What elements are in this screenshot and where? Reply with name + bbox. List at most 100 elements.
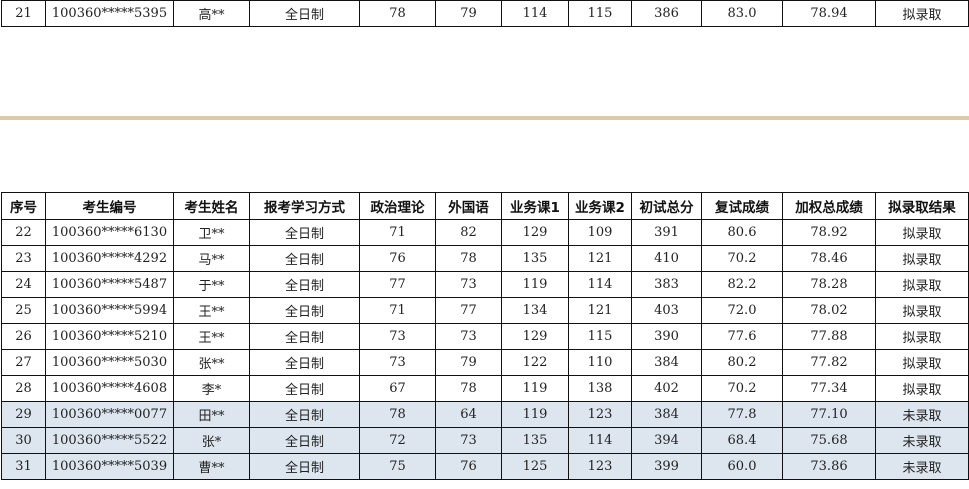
table-cell: 卫** xyxy=(173,219,250,246)
table-cell: 于** xyxy=(173,271,250,298)
table-cell: 110 xyxy=(568,349,632,376)
table-cell: 23 xyxy=(1,245,46,272)
table-cell: 全日制 xyxy=(249,453,360,480)
table-cell: 383 xyxy=(631,271,702,298)
table-cell: 全日制 xyxy=(249,271,360,298)
table-cell: 60.0 xyxy=(701,453,783,480)
table-cell: 119 xyxy=(501,271,569,298)
table-cell: 121 xyxy=(568,297,632,324)
table-cell: 71 xyxy=(359,297,436,324)
table-cell: 24 xyxy=(1,271,46,298)
table-row: 30 100360*****5522 张* 全日制 72 73 135 114 394 68.4 7… xyxy=(1,427,969,454)
table-cell: 拟录取 xyxy=(875,297,969,324)
table-cell: 73 xyxy=(435,427,502,454)
top-table-fragment: 21 100360*****5395 高** 全日制 78 79 114 115… xyxy=(1,0,969,27)
column-header: 初试总分 xyxy=(631,192,702,220)
table-cell: 马** xyxy=(173,245,250,272)
results-table: 序号 考生编号 考生姓名 报考学习方式 政治理论 外国语 业务课1 业务课2 初试总分 复试成绩加… xyxy=(1,192,969,480)
table-cell: 138 xyxy=(568,375,632,402)
cell-id: 100360*****5395 xyxy=(45,0,174,27)
table-cell: 125 xyxy=(501,453,569,480)
table-cell: 70.2 xyxy=(701,375,783,402)
column-header: 加权总成绩 xyxy=(782,192,876,220)
table-cell: 77.82 xyxy=(782,349,876,376)
table-cell: 拟录取 xyxy=(875,271,969,298)
table-cell: 100360*****5487 xyxy=(45,271,174,298)
table-cell: 70.2 xyxy=(701,245,783,272)
table-row: 23 100360*****4292 马** 全日制 76 78 135 121 410 70.2… xyxy=(1,245,969,272)
table-cell: 全日制 xyxy=(249,219,360,246)
table-cell: 拟录取 xyxy=(875,245,969,272)
table-row: 28 100360*****4608 李* 全日制 67 78 119 138 402 70.2 7… xyxy=(1,375,969,402)
table-cell: 64 xyxy=(435,401,502,428)
table-cell: 李* xyxy=(173,375,250,402)
table-cell: 134 xyxy=(501,297,569,324)
table-cell: 122 xyxy=(501,349,569,376)
table-cell: 76 xyxy=(359,245,436,272)
table-row: 25 100360*****5994 王** 全日制 71 77 134 121 403 72.0… xyxy=(1,297,969,324)
table-cell: 72 xyxy=(359,427,436,454)
table-cell: 123 xyxy=(568,453,632,480)
table-cell: 402 xyxy=(631,375,702,402)
table-cell: 78 xyxy=(435,375,502,402)
table-cell: 22 xyxy=(1,219,46,246)
table-cell: 29 xyxy=(1,401,46,428)
table-cell: 73 xyxy=(359,323,436,350)
table-cell: 77 xyxy=(435,297,502,324)
cell-initial-total: 386 xyxy=(631,0,702,27)
table-cell: 78.02 xyxy=(782,297,876,324)
table-cell: 68.4 xyxy=(701,427,783,454)
column-header: 复试成绩 xyxy=(701,192,783,220)
table-cell: 72.0 xyxy=(701,297,783,324)
table-cell: 123 xyxy=(568,401,632,428)
table-cell: 135 xyxy=(501,427,569,454)
table-cell: 80.2 xyxy=(701,349,783,376)
table-cell: 384 xyxy=(631,349,702,376)
table-cell: 78.92 xyxy=(782,219,876,246)
header-row: 序号 考生编号 考生姓名 报考学习方式 政治理论 外国语 业务课1 业务课2 初试总分 复试成绩加… xyxy=(1,192,969,220)
table-cell: 77.10 xyxy=(782,401,876,428)
table-cell: 82.2 xyxy=(701,271,783,298)
table-cell: 403 xyxy=(631,297,702,324)
table-cell: 79 xyxy=(435,349,502,376)
table-cell: 拟录取 xyxy=(875,349,969,376)
table-cell: 78 xyxy=(435,245,502,272)
table-cell: 73 xyxy=(359,349,436,376)
table-cell: 100360*****5030 xyxy=(45,349,174,376)
table-cell: 100360*****5039 xyxy=(45,453,174,480)
table-cell: 全日制 xyxy=(249,375,360,402)
table-cell: 119 xyxy=(501,375,569,402)
table-cell: 390 xyxy=(631,323,702,350)
table-cell: 399 xyxy=(631,453,702,480)
table-cell: 67 xyxy=(359,375,436,402)
table-cell: 391 xyxy=(631,219,702,246)
column-header: 报考学习方式 xyxy=(249,192,360,220)
table-cell: 100360*****6130 xyxy=(45,219,174,246)
table-cell: 73 xyxy=(435,323,502,350)
table-row: 29 100360*****0077 田** 全日制 78 64 119 123 384 77.8… xyxy=(1,401,969,428)
column-header: 拟录取结果 xyxy=(875,192,969,220)
table-cell: 拟录取 xyxy=(875,219,969,246)
table-cell: 129 xyxy=(501,323,569,350)
section-divider xyxy=(0,116,969,120)
table-cell: 73.86 xyxy=(782,453,876,480)
table-row: 21 100360*****5395 高** 全日制 78 79 114 115… xyxy=(1,0,969,27)
table-cell: 王** xyxy=(173,297,250,324)
table-cell: 田** xyxy=(173,401,250,428)
table-cell: 410 xyxy=(631,245,702,272)
column-header: 业务课1 xyxy=(501,192,569,220)
table-cell: 100360*****4608 xyxy=(45,375,174,402)
table-cell: 27 xyxy=(1,349,46,376)
table-cell: 全日制 xyxy=(249,401,360,428)
table-cell: 77.34 xyxy=(782,375,876,402)
table-cell: 全日制 xyxy=(249,349,360,376)
table-cell: 129 xyxy=(501,219,569,246)
table-cell: 100360*****5210 xyxy=(45,323,174,350)
column-header: 业务课2 xyxy=(568,192,632,220)
column-header: 外国语 xyxy=(435,192,502,220)
table-row: 31 100360*****5039 曹** 全日制 75 76 125 123 399 60.0… xyxy=(1,453,969,480)
table-cell: 100360*****5522 xyxy=(45,427,174,454)
cell-mode: 全日制 xyxy=(249,0,360,27)
table-cell: 28 xyxy=(1,375,46,402)
table-cell: 394 xyxy=(631,427,702,454)
